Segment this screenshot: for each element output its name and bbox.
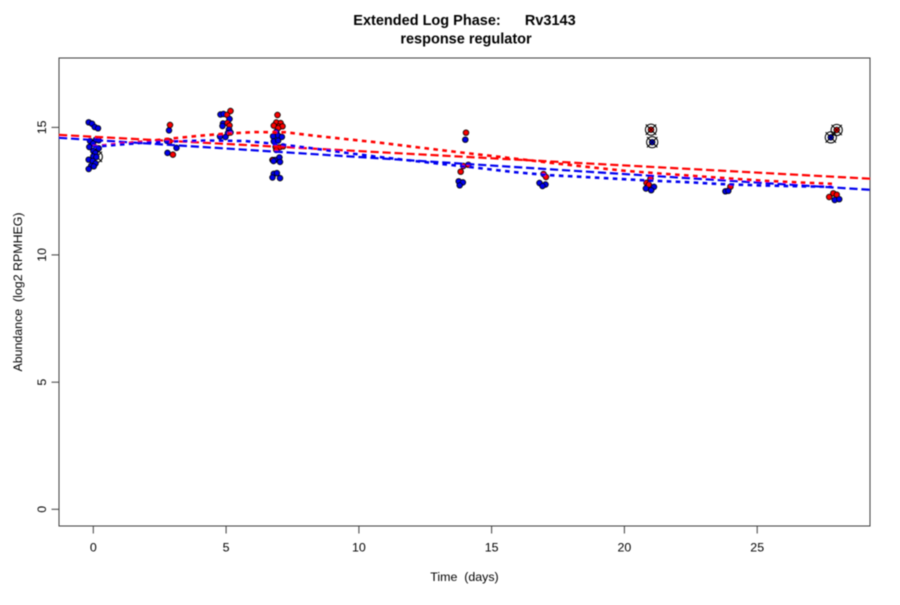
svg-text:0: 0	[35, 506, 49, 513]
svg-text:10: 10	[35, 248, 49, 262]
svg-text:response regulator: response regulator	[400, 32, 532, 48]
svg-text:10: 10	[352, 541, 366, 555]
svg-text:15: 15	[485, 541, 499, 555]
svg-text:5: 5	[223, 541, 230, 555]
svg-text:20: 20	[618, 541, 632, 555]
svg-text:Abundance (log2 RPMHEG): Abundance (log2 RPMHEG)	[11, 212, 25, 371]
svg-text:15: 15	[35, 120, 49, 134]
svg-text:5: 5	[35, 379, 49, 386]
svg-text:Extended Log Phase: Rv314: Extended Log Phase: Rv3143	[353, 13, 575, 29]
svg-text:25: 25	[750, 541, 764, 555]
svg-text:0: 0	[90, 541, 97, 555]
svg-text:Time (days): Time (days)	[430, 570, 498, 584]
